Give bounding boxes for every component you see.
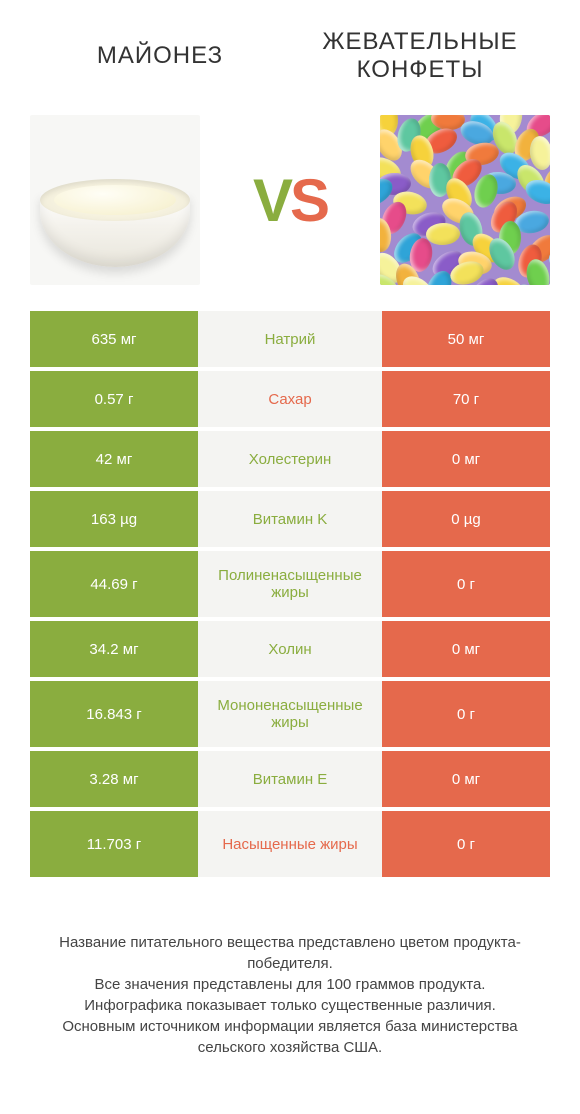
images-row: VS — [0, 93, 580, 311]
value-left: 635 мг — [30, 311, 198, 367]
title-right: ЖЕВАТЕЛЬНЫЕ КОНФЕТЫ — [290, 28, 550, 83]
image-left — [30, 115, 200, 285]
table-row: 11.703 гНасыщенные жиры0 г — [30, 811, 550, 877]
nutrient-label: Витамин K — [198, 491, 382, 547]
value-left: 3.28 мг — [30, 751, 198, 807]
footer-note: Название питательного вещества представл… — [0, 932, 580, 1058]
footer-line: Все значения представлены для 100 граммо… — [28, 974, 552, 995]
value-left: 11.703 г — [30, 811, 198, 877]
value-right: 70 г — [382, 371, 550, 427]
title-right-line2: КОНФЕТЫ — [290, 56, 550, 84]
value-right: 50 мг — [382, 311, 550, 367]
value-right: 0 мг — [382, 431, 550, 487]
header: МАЙОНЕЗ ЖЕВАТЕЛЬНЫЕ КОНФЕТЫ — [0, 0, 580, 93]
image-right — [380, 115, 550, 285]
value-right: 0 мг — [382, 621, 550, 677]
candy-icon — [380, 115, 550, 285]
vs-label: VS — [253, 166, 327, 235]
nutrient-label: Сахар — [198, 371, 382, 427]
vs-v: V — [253, 167, 290, 234]
comparison-table: 635 мгНатрий50 мг0.57 гСахар70 г42 мгХол… — [0, 311, 580, 877]
value-left: 42 мг — [30, 431, 198, 487]
table-row: 42 мгХолестерин0 мг — [30, 431, 550, 487]
vs-s: S — [290, 167, 327, 234]
mayo-bowl-icon — [40, 175, 190, 267]
table-row: 163 µgВитамин K0 µg — [30, 491, 550, 547]
nutrient-label: Холестерин — [198, 431, 382, 487]
value-left: 16.843 г — [30, 681, 198, 747]
value-right: 0 µg — [382, 491, 550, 547]
table-row: 0.57 гСахар70 г — [30, 371, 550, 427]
value-right: 0 г — [382, 551, 550, 617]
nutrient-label: Холин — [198, 621, 382, 677]
value-right: 0 г — [382, 681, 550, 747]
table-row: 635 мгНатрий50 мг — [30, 311, 550, 367]
title-right-line1: ЖЕВАТЕЛЬНЫЕ — [290, 28, 550, 56]
nutrient-label: Витамин E — [198, 751, 382, 807]
title-left: МАЙОНЕЗ — [30, 42, 290, 70]
nutrient-label: Натрий — [198, 311, 382, 367]
table-row: 44.69 гПолиненасыщенные жиры0 г — [30, 551, 550, 617]
value-left: 0.57 г — [30, 371, 198, 427]
value-left: 44.69 г — [30, 551, 198, 617]
nutrient-label: Полиненасыщенные жиры — [198, 551, 382, 617]
nutrient-label: Насыщенные жиры — [198, 811, 382, 877]
value-left: 163 µg — [30, 491, 198, 547]
table-row: 34.2 мгХолин0 мг — [30, 621, 550, 677]
footer-line: Инфографика показывает только существенн… — [28, 995, 552, 1016]
footer-line: Название питательного вещества представл… — [28, 932, 552, 974]
nutrient-label: Мононенасыщенные жиры — [198, 681, 382, 747]
table-row: 16.843 гМононенасыщенные жиры0 г — [30, 681, 550, 747]
footer-line: Основным источником информации является … — [28, 1016, 552, 1058]
value-left: 34.2 мг — [30, 621, 198, 677]
value-right: 0 мг — [382, 751, 550, 807]
value-right: 0 г — [382, 811, 550, 877]
table-row: 3.28 мгВитамин E0 мг — [30, 751, 550, 807]
